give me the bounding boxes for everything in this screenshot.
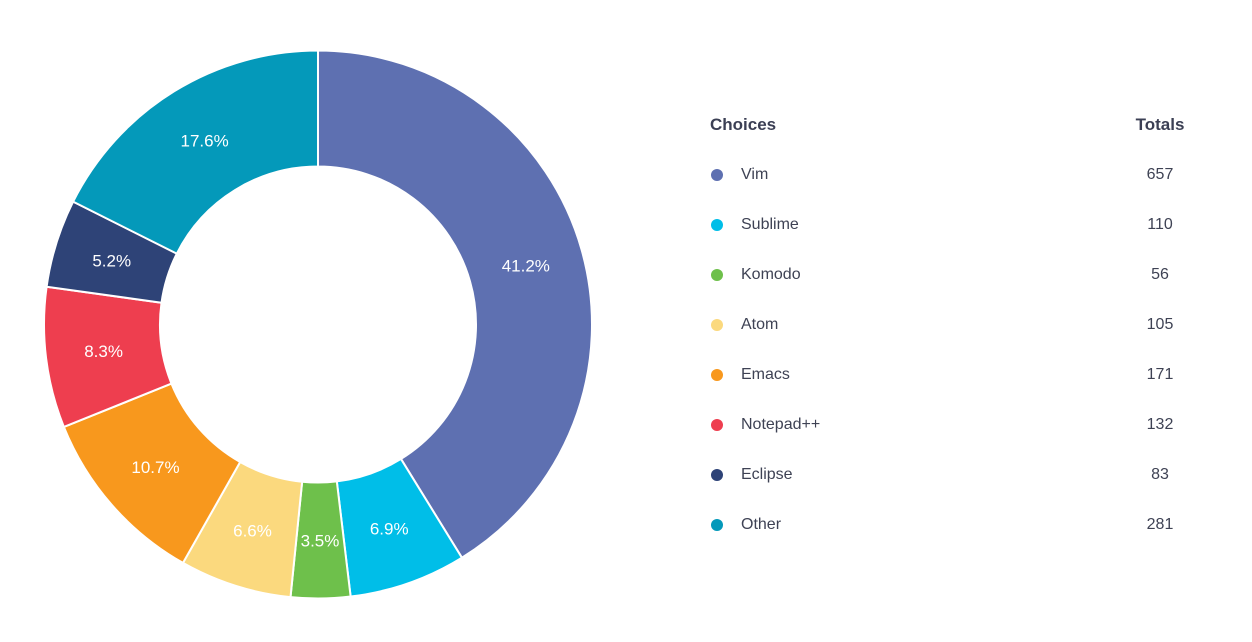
donut-chart-container: 41.2% 6.9% 3.5% 6.6% 10.7% 8.3% 5.2% 17.6% bbox=[43, 49, 593, 600]
legend-row-eclipse: Eclipse 83 bbox=[710, 464, 1188, 486]
vim-color-swatch bbox=[711, 169, 723, 181]
legend-row-other: Other 281 bbox=[710, 514, 1188, 536]
legend-total: 171 bbox=[1146, 366, 1174, 383]
notepad-color-swatch bbox=[711, 419, 723, 431]
sublime-color-swatch bbox=[711, 219, 723, 231]
legend-label: Eclipse bbox=[741, 466, 793, 483]
legend-row-notepad: Notepad++ 132 bbox=[710, 414, 1188, 436]
legend-total: 110 bbox=[1147, 216, 1173, 233]
legend-label: Sublime bbox=[741, 216, 799, 233]
donut-segment-other[interactable] bbox=[72, 49, 319, 255]
segment-percent-label: 17.6% bbox=[180, 132, 228, 151]
legend-row-sublime: Sublime 110 bbox=[710, 214, 1188, 236]
legend-label: Komodo bbox=[741, 266, 801, 283]
donut-chart: 41.2% 6.9% 3.5% 6.6% 10.7% 8.3% 5.2% 17.6% bbox=[43, 49, 593, 600]
segment-percent-label: 5.2% bbox=[92, 251, 131, 270]
legend-total: 281 bbox=[1146, 516, 1174, 533]
legend-label: Vim bbox=[741, 166, 769, 183]
legend-total: 132 bbox=[1146, 416, 1174, 433]
choices-column-header: Choices bbox=[710, 115, 777, 134]
segment-percent-label: 3.5% bbox=[301, 532, 340, 551]
emacs-color-swatch bbox=[711, 369, 723, 381]
legend-total: 657 bbox=[1146, 166, 1174, 183]
legend-row-komodo: Komodo 56 bbox=[710, 264, 1188, 286]
segment-percent-label: 8.3% bbox=[84, 342, 123, 361]
legend-table: Choices Totals Vim 657 Sublime 110 Komod… bbox=[710, 114, 1188, 536]
legend-total: 83 bbox=[1151, 466, 1169, 483]
legend-total: 105 bbox=[1146, 316, 1174, 333]
legend-label: Atom bbox=[741, 316, 779, 333]
komodo-color-swatch bbox=[711, 269, 723, 281]
segment-percent-label: 6.6% bbox=[233, 521, 272, 540]
atom-color-swatch bbox=[711, 319, 723, 331]
segment-percent-label: 10.7% bbox=[131, 458, 179, 477]
legend-total: 56 bbox=[1151, 266, 1169, 283]
eclipse-color-swatch bbox=[711, 469, 723, 481]
segment-percent-label: 41.2% bbox=[502, 257, 550, 276]
legend-row-vim: Vim 657 bbox=[710, 164, 1188, 186]
legend-label: Notepad++ bbox=[741, 416, 821, 433]
segment-percent-label: 6.9% bbox=[370, 519, 409, 538]
legend-header-row: Choices Totals bbox=[710, 114, 1188, 136]
totals-column-header: Totals bbox=[1135, 115, 1185, 134]
legend-label: Emacs bbox=[741, 366, 790, 383]
other-color-swatch bbox=[711, 519, 723, 531]
legend-row-atom: Atom 105 bbox=[710, 314, 1188, 336]
legend-label: Other bbox=[741, 516, 782, 533]
legend-row-emacs: Emacs 171 bbox=[710, 364, 1188, 386]
donut-segment-vim[interactable] bbox=[317, 49, 593, 559]
